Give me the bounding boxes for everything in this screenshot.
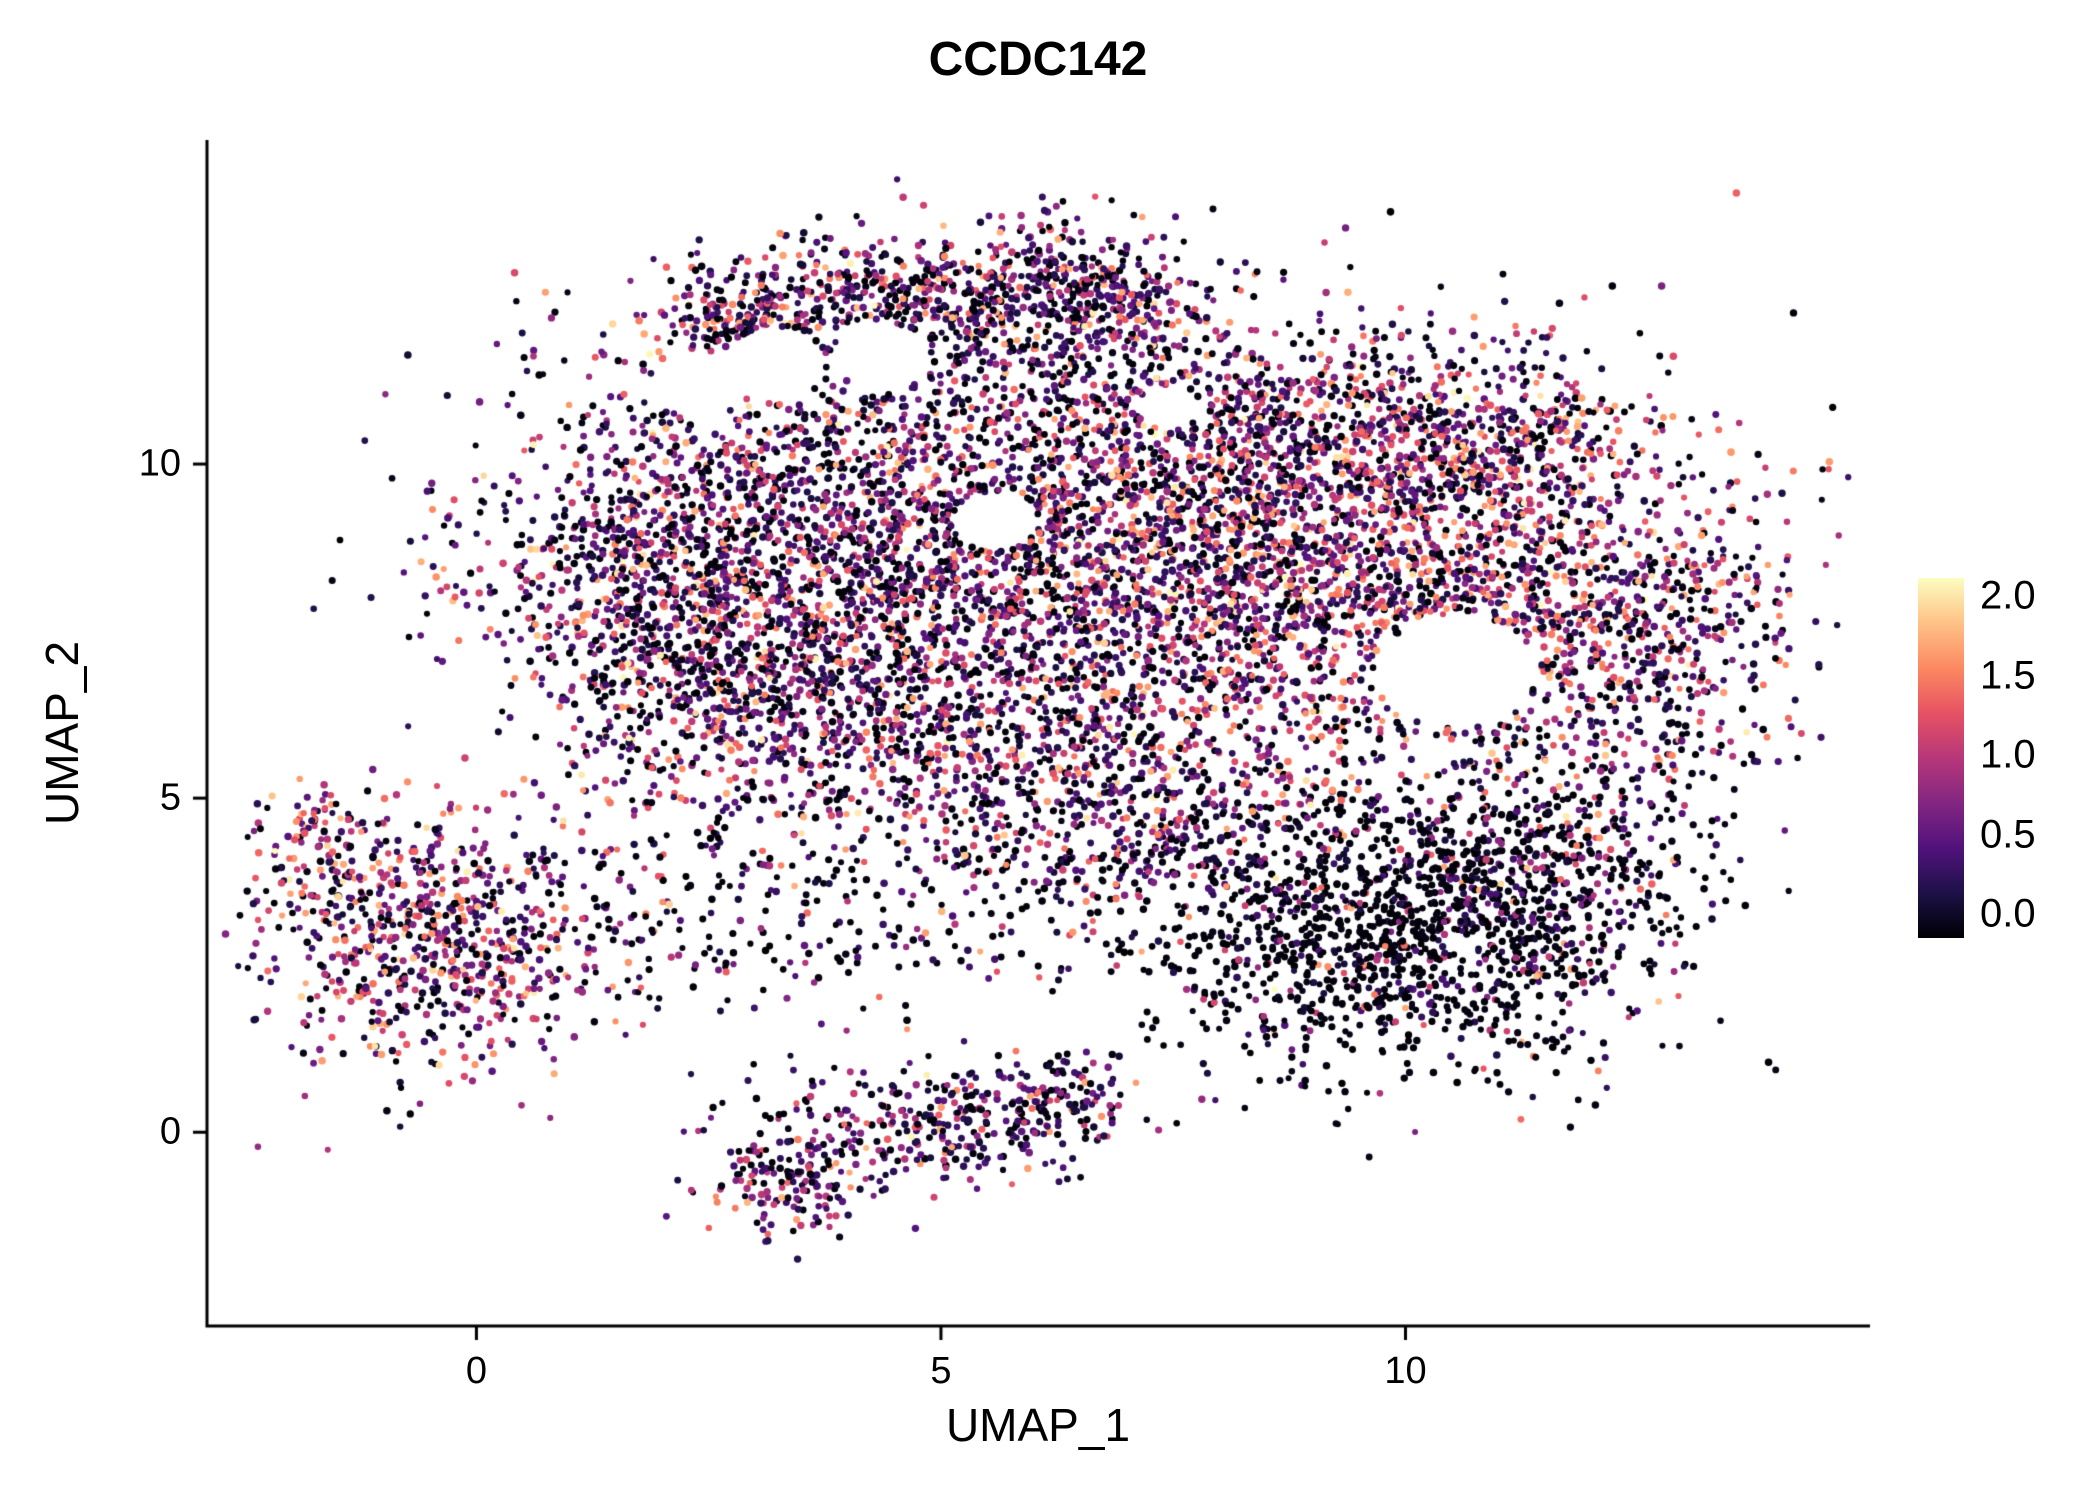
y-tick-label: 0 xyxy=(159,1110,181,1153)
y-tick-label: 10 xyxy=(138,442,181,485)
colorbar-tick-label: 0.5 xyxy=(1980,812,2036,856)
colorbar-gradient xyxy=(1918,578,1964,938)
plot-title: CCDC142 xyxy=(928,33,1148,86)
y-tick-label: 5 xyxy=(159,776,181,819)
x-tick-label: 5 xyxy=(930,1350,952,1392)
x-tick-label: 10 xyxy=(1384,1350,1427,1392)
x-axis-label: UMAP_1 xyxy=(945,1399,1131,1451)
colorbar-tick-label: 1.5 xyxy=(1980,653,2036,697)
x-tick-label: 0 xyxy=(465,1350,487,1392)
colorbar-tick-label: 0.0 xyxy=(1980,891,2036,936)
y-axis-label: UMAP_2 xyxy=(36,640,88,826)
colorbar-tick-label: 1.0 xyxy=(1980,732,2036,777)
colorbar-tick-label: 2.0 xyxy=(1980,573,2036,618)
